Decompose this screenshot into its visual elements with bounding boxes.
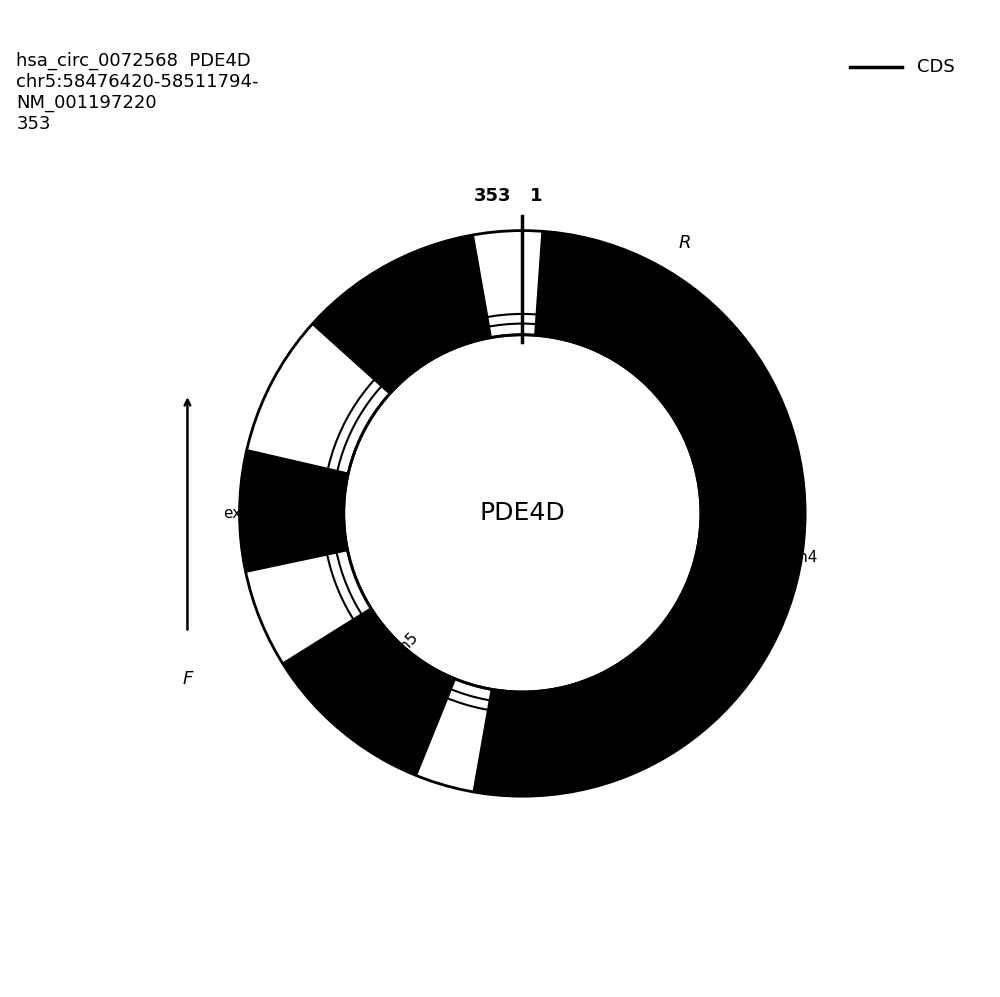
Text: CDS: CDS xyxy=(917,58,954,76)
Polygon shape xyxy=(312,235,491,394)
Text: exon4: exon4 xyxy=(772,549,818,565)
Polygon shape xyxy=(240,450,348,572)
Text: 353: 353 xyxy=(474,186,511,204)
Text: hsa_circ_0072568  PDE4D
chr5:58476420-58511794-
NM_001197220
353: hsa_circ_0072568 PDE4D chr5:58476420-585… xyxy=(16,52,259,133)
Circle shape xyxy=(344,335,701,692)
Text: exon6: exon6 xyxy=(223,505,269,520)
Text: F: F xyxy=(182,670,193,688)
Text: PDE4D: PDE4D xyxy=(479,501,565,525)
Text: exon7: exon7 xyxy=(399,310,438,356)
Text: R: R xyxy=(679,233,691,251)
Polygon shape xyxy=(473,231,805,797)
Polygon shape xyxy=(240,230,805,797)
Text: exon5: exon5 xyxy=(378,630,421,674)
Polygon shape xyxy=(283,608,455,776)
Text: 1: 1 xyxy=(530,186,542,204)
